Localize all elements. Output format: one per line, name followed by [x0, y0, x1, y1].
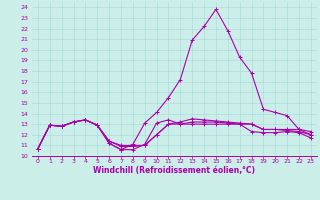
X-axis label: Windchill (Refroidissement éolien,°C): Windchill (Refroidissement éolien,°C) [93, 166, 255, 175]
